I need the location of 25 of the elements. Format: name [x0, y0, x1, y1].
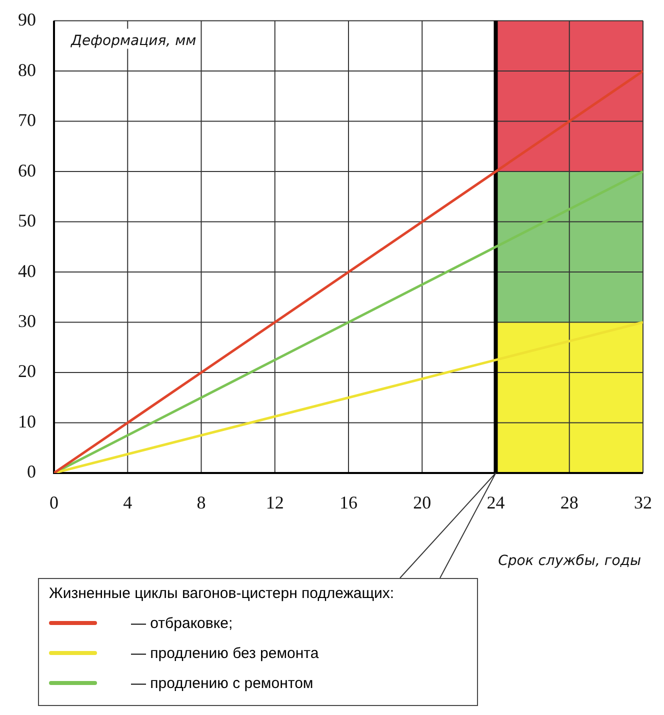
- y-tick-label: 10: [18, 411, 36, 432]
- y-tick-label: 0: [27, 462, 36, 482]
- x-tick-label: 16: [340, 492, 358, 513]
- x-tick-label: 8: [196, 492, 206, 513]
- y-axis-title: Деформация, мм: [70, 32, 197, 49]
- y-tick-label: 70: [18, 110, 36, 130]
- x-tick-label: 4: [123, 492, 132, 513]
- x-tick-label: 32: [634, 492, 652, 513]
- x-tick-label: 12: [266, 492, 284, 513]
- y-tick-label: 80: [18, 60, 36, 80]
- legend-title: Жизненные циклы вагонов-цистерн подлежащих:: [49, 585, 396, 602]
- x-tick-label: 28: [560, 492, 578, 513]
- y-tick-label: 90: [18, 10, 36, 30]
- legend-label: — продлению с ремонтом: [131, 674, 314, 692]
- y-tick-label: 40: [18, 260, 36, 281]
- x-tick-label: 24: [486, 492, 505, 513]
- y-tick-label: 30: [18, 311, 36, 331]
- x-tick-label: 0: [50, 492, 58, 513]
- y-tick-label: 50: [18, 210, 36, 231]
- legend-label: — продлению без ремонта: [131, 644, 319, 662]
- y-tick-label: 20: [18, 361, 36, 382]
- x-axis-title: Срок службы, годы: [498, 553, 641, 569]
- x-tick-label: 20: [413, 492, 432, 513]
- y-tick-label: 60: [18, 160, 36, 180]
- legend-label: — отбраковке;: [131, 614, 233, 632]
